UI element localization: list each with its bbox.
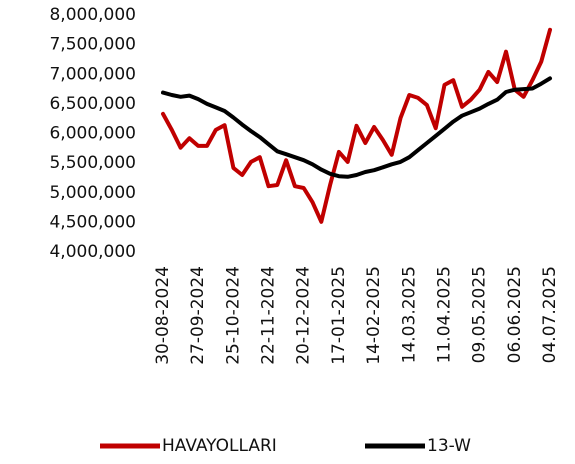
x-tick-label: 06.06.2025 xyxy=(505,266,525,363)
x-tick-label: 14-02-2025 xyxy=(364,266,384,365)
y-tick-label: 7,000,000 xyxy=(49,64,136,84)
line-series xyxy=(161,76,552,179)
x-tick-label: 09.05.2025 xyxy=(470,266,490,363)
y-tick-label: 7,500,000 xyxy=(49,35,136,55)
y-tick-label: 4,500,000 xyxy=(49,212,136,232)
y-tick-label: 5,000,000 xyxy=(49,183,136,203)
legend-label: HAVAYOLLARI xyxy=(162,436,277,456)
x-tick-label: 17-01-2025 xyxy=(329,266,349,365)
x-tick-label: 22-11-2024 xyxy=(259,266,279,365)
x-tick-label: 20-12-2024 xyxy=(294,266,314,365)
y-tick-label: 6,000,000 xyxy=(49,124,136,144)
x-tick-label: 30-08-2024 xyxy=(153,266,173,365)
line-series xyxy=(161,27,552,224)
y-tick-label: 4,000,000 xyxy=(49,242,136,262)
x-tick-label: 25-10-2024 xyxy=(223,266,243,365)
legend-label: 13-W xyxy=(427,436,471,456)
x-tick-label: 11.04.2025 xyxy=(434,266,454,363)
x-tick-label: 14.03.2025 xyxy=(399,266,419,363)
x-tick-label: 04.07.2025 xyxy=(540,266,560,363)
x-tick-label: 27-09-2024 xyxy=(188,266,208,365)
y-tick-label: 8,000,000 xyxy=(49,5,136,25)
y-tick-label: 6,500,000 xyxy=(49,94,136,114)
y-tick-label: 5,500,000 xyxy=(49,153,136,173)
